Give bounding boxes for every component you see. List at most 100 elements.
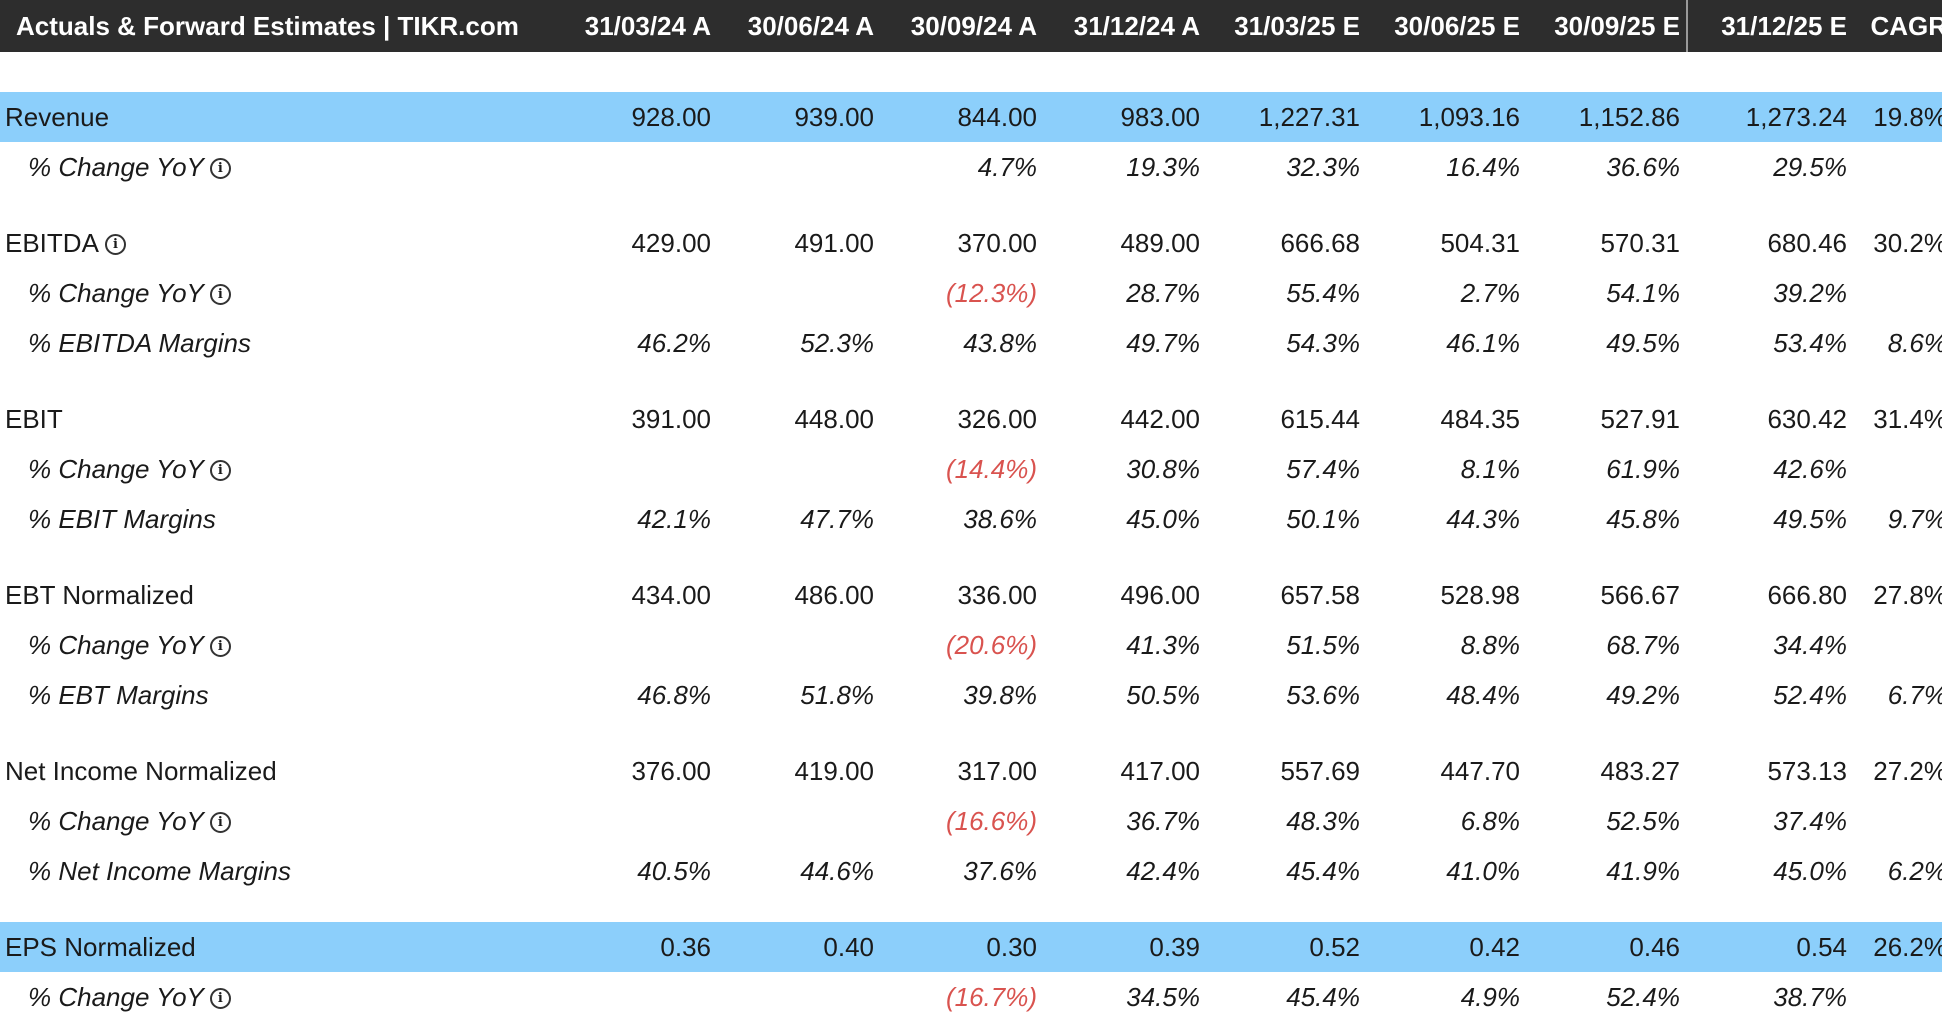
cell: 52.3% [800,327,874,358]
table-row-ebt[interactable]: EBT Normalized 434.00 486.00 336.00 496.… [0,570,1942,620]
cell: 4.7% [977,151,1037,182]
cell: 566.67 [1600,579,1680,610]
table-row-ebt-margin[interactable]: % EBT Margins 46.8% 51.8% 39.8% 50.5% 53… [0,670,1942,720]
table-row-net-income[interactable]: Net Income Normalized 376.00 419.00 317.… [0,746,1942,796]
column-header[interactable]: 30/06/25 E [1394,10,1520,41]
cell: 16.4% [1446,151,1520,182]
cell-cagr: 26.2% [1873,931,1942,962]
info-circle-icon[interactable]: i [104,234,126,256]
cell: 68.7% [1606,629,1680,660]
cell: 317.00 [957,755,1037,786]
cell: 34.4% [1773,629,1847,660]
cell: 0.54 [1796,931,1847,962]
table-row-ebit-margin[interactable]: % EBIT Margins 42.1% 47.7% 38.6% 45.0% 5… [0,494,1942,544]
cell-cagr: 6.7% [1887,679,1942,710]
cell: 40.5% [637,855,711,886]
cell: 32.3% [1286,151,1360,182]
cell: 983.00 [1120,101,1200,132]
table-row-revenue[interactable]: Revenue 928.00 939.00 844.00 983.00 1,22… [0,92,1942,142]
row-label-cell: % Change YoY i [0,630,554,661]
cell: 54.1% [1606,277,1680,308]
cell: 0.52 [1309,931,1360,962]
column-header[interactable]: CAGR [1870,10,1942,41]
cell: 496.00 [1120,579,1200,610]
cell: 48.3% [1286,805,1360,836]
table-row-net-income-yoy[interactable]: % Change YoY i (16.6%) 36.7% 48.3% 6.8% 5… [0,796,1942,846]
row-spacer [0,192,1942,218]
cell: 491.00 [794,227,874,258]
cell: 8.1% [1460,453,1520,484]
column-header[interactable]: 30/09/24 A [910,10,1037,41]
cell: 53.4% [1773,327,1847,358]
table-row-eps[interactable]: EPS Normalized 0.36 0.40 0.30 0.39 0.52 … [0,922,1942,972]
column-header[interactable]: 31/12/25 E [1686,0,1853,52]
cell: 2.7% [1460,277,1520,308]
cell: 52.4% [1606,981,1680,1012]
column-header[interactable]: 31/12/24 A [1073,10,1200,41]
cell: 489.00 [1120,227,1200,258]
table-row-ebitda-margin[interactable]: % EBITDA Margins 46.2% 52.3% 43.8% 49.7%… [0,318,1942,368]
cell: 1,273.24 [1745,101,1847,132]
cell: 8.8% [1460,629,1520,660]
cell: 0.40 [823,931,874,962]
info-circle-icon[interactable]: i [209,988,231,1010]
table-row-ebt-yoy[interactable]: % Change YoY i (20.6%) 41.3% 51.5% 8.8% 6… [0,620,1942,670]
cell: 48.4% [1446,679,1520,710]
info-circle-icon[interactable]: i [209,158,231,180]
cell: 36.6% [1606,151,1680,182]
table-row-eps-yoy[interactable]: % Change YoY i (16.7%) 34.5% 45.4% 4.9% 5… [0,972,1942,1022]
cell: 61.9% [1606,453,1680,484]
cell: 49.2% [1606,679,1680,710]
cell: 51.5% [1286,629,1360,660]
cell: 50.1% [1286,503,1360,534]
cell: 939.00 [794,101,874,132]
cell: 417.00 [1120,755,1200,786]
cell: 419.00 [794,755,874,786]
cell: 49.7% [1126,327,1200,358]
table-row-net-income-margin[interactable]: % Net Income Margins 40.5% 44.6% 37.6% 4… [0,846,1942,896]
cell: 391.00 [631,403,711,434]
row-label: % Change YoY [28,277,204,308]
table-row-ebitda-yoy[interactable]: % Change YoY i (12.3%) 28.7% 55.4% 2.7% 5… [0,268,1942,318]
cell: 41.9% [1606,855,1680,886]
info-circle-icon[interactable]: i [209,284,231,306]
cell: 19.3% [1126,151,1200,182]
cell: 45.4% [1286,981,1360,1012]
cell: 53.6% [1286,679,1360,710]
cell: 44.3% [1446,503,1520,534]
table-row-ebit-yoy[interactable]: % Change YoY i (14.4%) 30.8% 57.4% 8.1% 6… [0,444,1942,494]
row-spacer [0,720,1942,746]
row-label-cell: % Change YoY i [0,982,554,1013]
cell: 41.3% [1126,629,1200,660]
cell-negative: (20.6%) [945,629,1037,660]
info-circle-icon[interactable]: i [209,636,231,658]
cell: 429.00 [631,227,711,258]
cell: 486.00 [794,579,874,610]
cell: 844.00 [957,101,1037,132]
cell: 483.27 [1600,755,1680,786]
cell: 39.8% [963,679,1037,710]
cell: 434.00 [631,579,711,610]
column-header[interactable]: 31/03/25 E [1234,10,1360,41]
cell: 615.44 [1280,403,1360,434]
row-label-cell: % Change YoY i [0,152,554,183]
cell: 36.7% [1126,805,1200,836]
table-row-revenue-yoy[interactable]: % Change YoY i 4.7% 19.3% 32.3% 16.4% 36.… [0,142,1942,192]
cell: 50.5% [1126,679,1200,710]
cell: 6.8% [1460,805,1520,836]
table-row-ebitda[interactable]: EBITDA i 429.00 491.00 370.00 489.00 666.… [0,218,1942,268]
column-header[interactable]: 30/06/24 A [747,10,874,41]
cell: 41.0% [1446,855,1520,886]
cell-cagr: 6.2% [1887,855,1942,886]
column-header[interactable]: 30/09/25 E [1554,10,1680,41]
info-circle-icon[interactable]: i [209,812,231,834]
table-row-ebit[interactable]: EBIT 391.00 448.00 326.00 442.00 615.44 … [0,394,1942,444]
info-circle-icon[interactable]: i [209,460,231,482]
cell: 42.1% [637,503,711,534]
cell: 376.00 [631,755,711,786]
cell: 38.6% [963,503,1037,534]
row-spacer [0,896,1942,922]
column-header[interactable]: 31/03/24 A [584,10,711,41]
table-header: Actuals & Forward Estimates | TIKR.com 3… [0,0,1942,52]
row-label-cell: % Change YoY i [0,454,554,485]
